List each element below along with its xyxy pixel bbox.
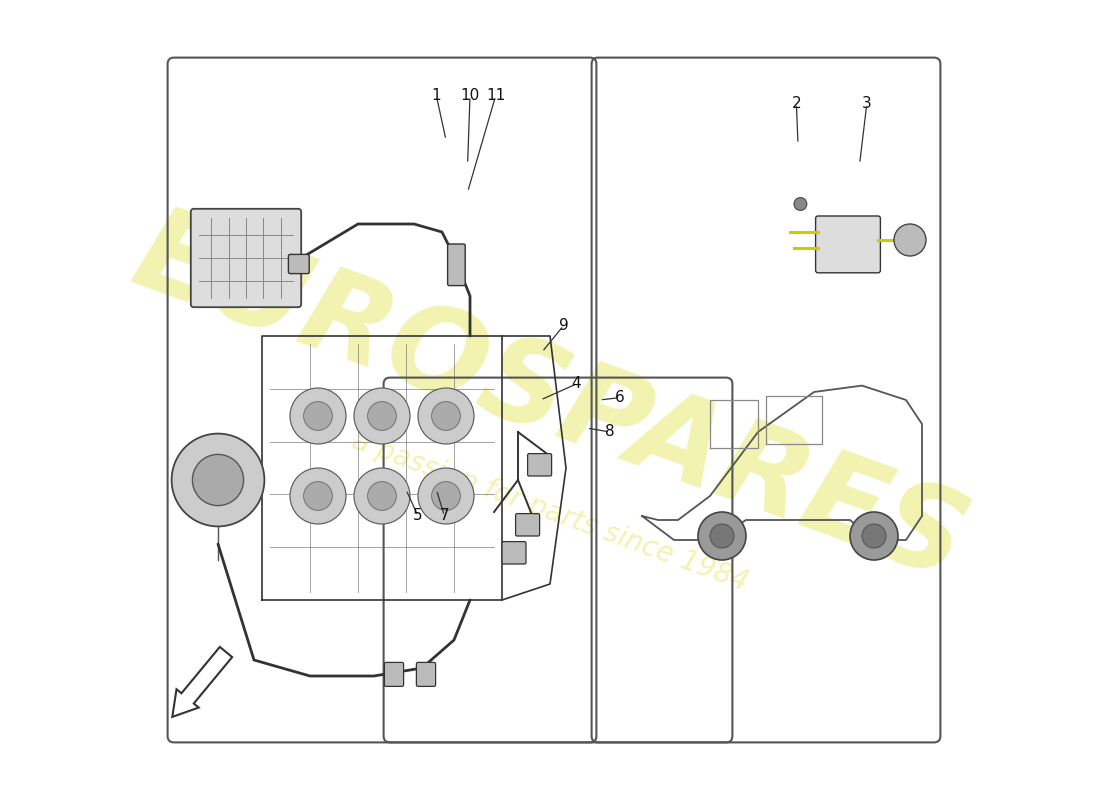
Text: 7: 7	[440, 509, 449, 523]
Circle shape	[850, 512, 898, 560]
Text: 5: 5	[414, 509, 422, 523]
FancyBboxPatch shape	[815, 216, 880, 273]
Circle shape	[418, 388, 474, 444]
Text: 4: 4	[572, 377, 581, 391]
Circle shape	[794, 198, 806, 210]
Circle shape	[290, 468, 346, 524]
Text: 11: 11	[486, 89, 505, 103]
Circle shape	[431, 402, 461, 430]
Circle shape	[431, 482, 461, 510]
Text: 8: 8	[605, 425, 615, 439]
Circle shape	[862, 524, 886, 548]
Circle shape	[354, 468, 410, 524]
Circle shape	[418, 468, 474, 524]
Text: a passion for parts since 1984: a passion for parts since 1984	[348, 427, 752, 597]
FancyBboxPatch shape	[190, 209, 301, 307]
FancyBboxPatch shape	[528, 454, 551, 476]
Circle shape	[192, 454, 243, 506]
Circle shape	[367, 482, 396, 510]
Text: 9: 9	[559, 318, 569, 333]
FancyBboxPatch shape	[384, 662, 404, 686]
FancyBboxPatch shape	[417, 662, 436, 686]
FancyBboxPatch shape	[288, 254, 309, 274]
Circle shape	[304, 482, 332, 510]
Circle shape	[367, 402, 396, 430]
Circle shape	[698, 512, 746, 560]
FancyBboxPatch shape	[502, 542, 526, 564]
Text: 3: 3	[862, 97, 871, 111]
Circle shape	[172, 434, 264, 526]
FancyArrow shape	[173, 647, 232, 717]
Circle shape	[894, 224, 926, 256]
FancyBboxPatch shape	[448, 244, 465, 286]
Circle shape	[354, 388, 410, 444]
Text: EUROSPARES: EUROSPARES	[119, 196, 981, 604]
Circle shape	[304, 402, 332, 430]
Text: 6: 6	[615, 390, 625, 405]
FancyBboxPatch shape	[516, 514, 540, 536]
Text: 2: 2	[792, 97, 801, 111]
Text: 1: 1	[431, 89, 441, 103]
Text: 10: 10	[461, 89, 480, 103]
Circle shape	[290, 388, 346, 444]
Circle shape	[710, 524, 734, 548]
